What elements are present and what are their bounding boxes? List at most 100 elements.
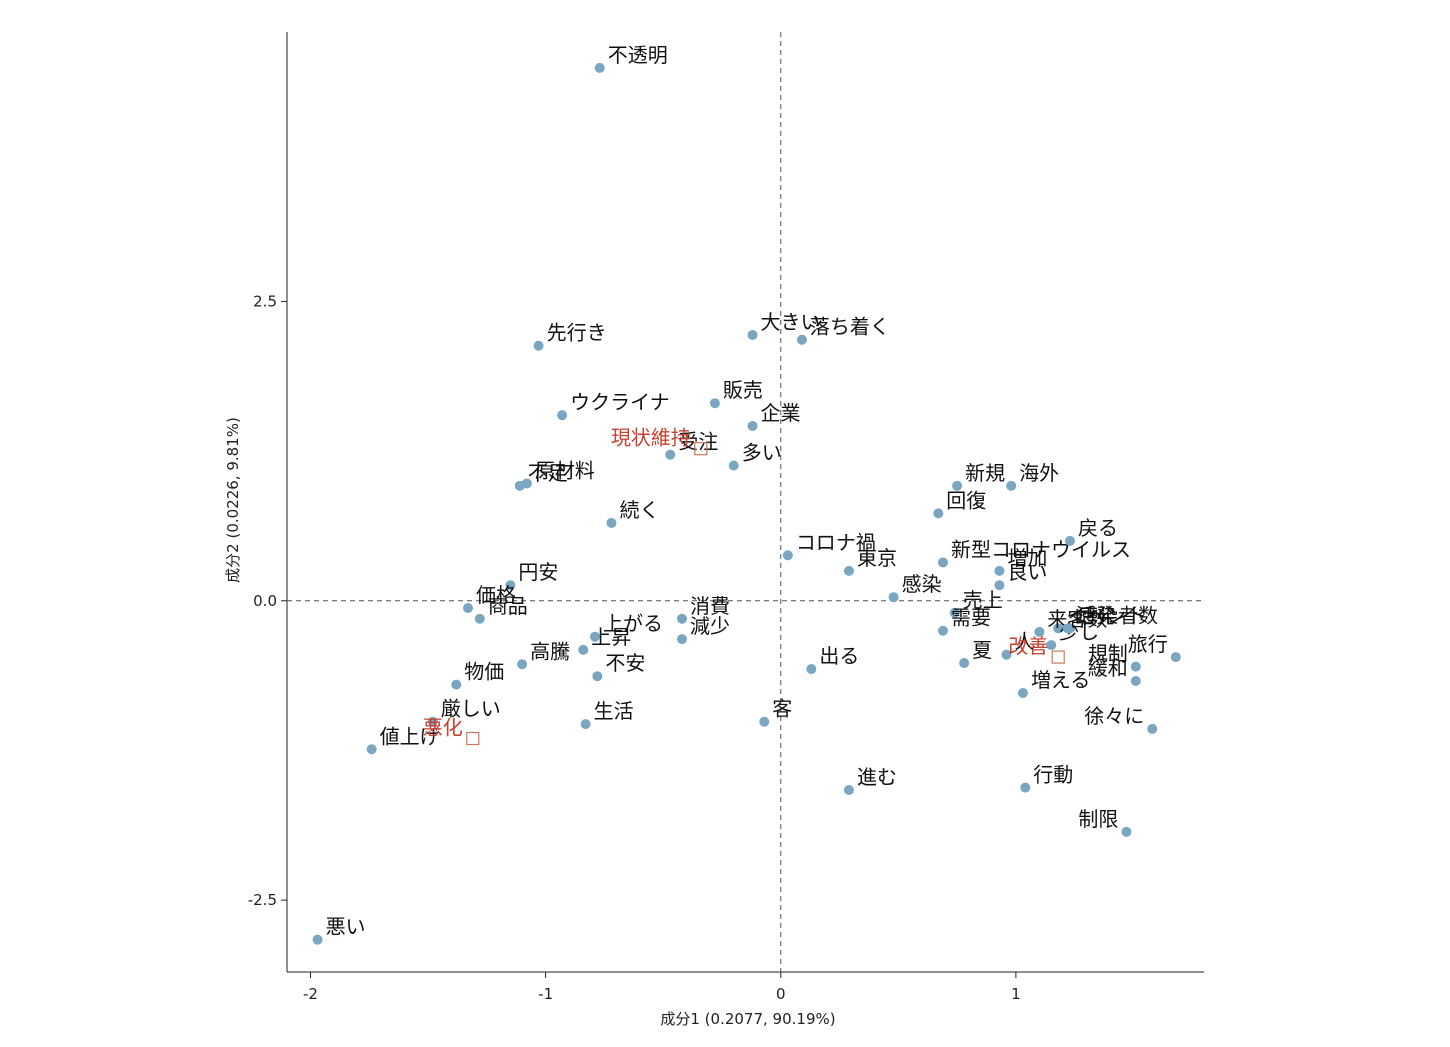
word-label: 商品 xyxy=(488,594,528,618)
y-tick-label: 0.0 xyxy=(253,592,277,610)
word-label: 不透明 xyxy=(608,43,668,67)
word-label: 感染者数 xyxy=(1078,603,1158,627)
word-point xyxy=(1130,676,1141,687)
word-label: 生活 xyxy=(594,699,634,723)
group-label: 悪化 xyxy=(423,715,463,739)
word-label: 原材料 xyxy=(535,458,595,482)
group-marker xyxy=(694,442,708,456)
word-label: 戻る xyxy=(1078,516,1118,540)
word-label: 増加 xyxy=(1007,546,1047,570)
word-point xyxy=(505,580,516,591)
word-point xyxy=(1001,649,1012,660)
word-point xyxy=(557,410,568,421)
word-label: ウクライナ xyxy=(570,390,670,414)
word-point xyxy=(366,744,377,755)
word-point xyxy=(994,580,1005,591)
word-point xyxy=(517,659,528,670)
word-point xyxy=(677,634,688,645)
word-point xyxy=(1053,623,1064,634)
word-label: 需要 xyxy=(951,606,991,630)
word-point xyxy=(747,329,758,340)
word-point xyxy=(580,719,591,730)
word-point xyxy=(463,602,474,613)
word-label: 落ち着く xyxy=(810,315,890,339)
word-point xyxy=(677,613,688,624)
word-label: 受注 xyxy=(678,430,718,454)
word-label: 減少 xyxy=(690,614,730,638)
word-label: 徐々に xyxy=(1084,704,1144,728)
word-point xyxy=(759,716,770,727)
word-point xyxy=(427,716,438,727)
word-point xyxy=(952,480,963,491)
word-point xyxy=(747,420,758,431)
word-label: 人 xyxy=(1014,630,1034,654)
word-label: 出る xyxy=(819,644,859,668)
x-axis-label: 成分1 (0.2077, 90.19%) xyxy=(660,1010,835,1028)
word-label: 円安 xyxy=(518,560,558,584)
word-point xyxy=(938,557,949,568)
word-point xyxy=(728,460,739,471)
word-point xyxy=(1017,687,1028,698)
word-point xyxy=(1006,480,1017,491)
word-point xyxy=(1147,723,1158,734)
x-tick-label: -2 xyxy=(303,985,318,1003)
word-point xyxy=(888,592,899,603)
word-point xyxy=(533,340,544,351)
word-point xyxy=(949,607,960,618)
word-point xyxy=(782,550,793,561)
word-label: 続く xyxy=(619,498,659,522)
word-point xyxy=(474,613,485,624)
word-label: 不安 xyxy=(605,651,645,675)
word-label: 海外 xyxy=(1019,461,1059,485)
word-point xyxy=(796,334,807,345)
word-point xyxy=(606,517,617,528)
word-label: 活発 xyxy=(1076,603,1116,627)
word-label: 販売 xyxy=(723,378,763,402)
word-label: 東京 xyxy=(857,546,897,570)
word-point xyxy=(709,398,720,409)
y-axis-ticks: -2.5 0.0 2.5 xyxy=(248,292,287,909)
word-label: 上がる xyxy=(603,612,663,636)
word-point xyxy=(451,679,462,690)
word-point xyxy=(1062,623,1073,634)
y-tick-label: 2.5 xyxy=(253,292,277,310)
y-tick-label: -2.5 xyxy=(248,891,277,909)
word-label: 厳しい xyxy=(441,697,501,721)
word-label: 新型コロナウイルス xyxy=(951,537,1131,561)
word-label: 良い xyxy=(1007,560,1047,584)
word-point xyxy=(514,480,525,491)
word-label: 増える xyxy=(1031,668,1090,692)
word-point xyxy=(843,784,854,795)
word-label: 行動 xyxy=(1033,763,1073,787)
word-label: 緩和 xyxy=(1088,656,1128,680)
word-point xyxy=(592,671,603,682)
word-label: コロナ禍 xyxy=(796,530,876,554)
word-label: 上昇 xyxy=(591,625,631,649)
word-point xyxy=(806,664,817,675)
x-tick-label: 1 xyxy=(1011,985,1021,1003)
word-point xyxy=(1170,652,1181,663)
word-point xyxy=(933,508,944,519)
word-label: 先行き xyxy=(547,321,607,345)
group-marker xyxy=(466,731,480,746)
y-axis-label: 成分2 (0.0226, 9.81%) xyxy=(224,417,242,583)
word-label: 物価 xyxy=(464,660,504,684)
word-label: 感染 xyxy=(902,572,942,596)
word-point xyxy=(590,631,601,642)
word-label: 大きい xyxy=(761,310,821,334)
word-point xyxy=(843,565,854,576)
word-label: 不足 xyxy=(528,461,568,485)
group-label: 改善 xyxy=(1008,634,1048,658)
word-label: 客 xyxy=(772,697,792,721)
x-tick-label: 0 xyxy=(776,985,786,1003)
word-label: 高騰 xyxy=(530,639,570,663)
word-label: 夏 xyxy=(972,638,992,662)
group-label: 現状維持 xyxy=(611,426,691,450)
word-point xyxy=(1064,535,1075,546)
word-label: 来客数 xyxy=(1047,607,1107,631)
word-point xyxy=(938,625,949,636)
word-point xyxy=(578,644,589,655)
